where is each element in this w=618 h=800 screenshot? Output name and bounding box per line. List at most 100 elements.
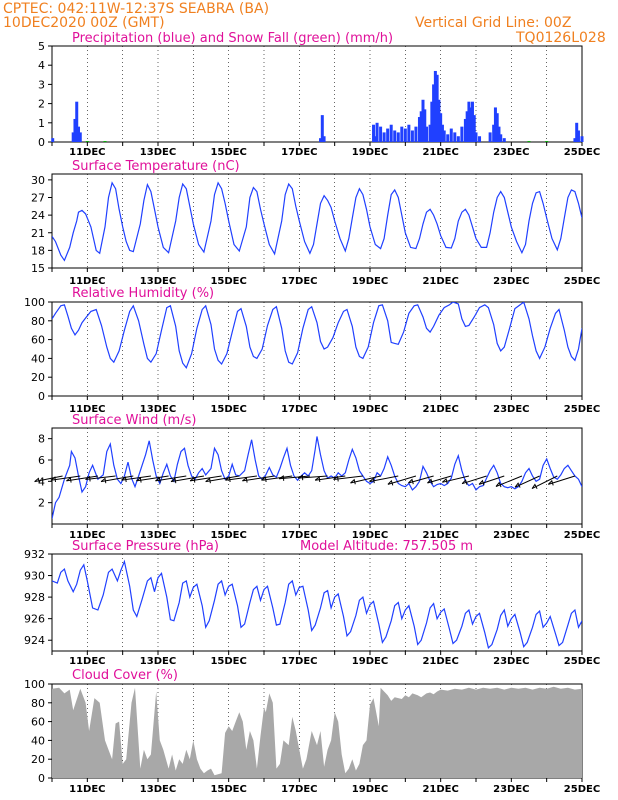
y-tick-label-cloud: 0: [38, 772, 45, 785]
bar-precipitation: [407, 124, 411, 142]
bar-precipitation: [442, 130, 446, 142]
wind-arrow-shaft: [170, 475, 205, 483]
bar-precipitation: [71, 132, 75, 142]
bar-precipitation: [400, 126, 404, 142]
y-tick-label-cloud: 20: [31, 753, 45, 766]
bar-precipitation: [439, 113, 443, 142]
x-tick-label-temp: 17DEC: [281, 276, 317, 287]
wind-arrow-head: [50, 476, 56, 483]
wind-arrow-head: [297, 474, 304, 481]
bar-precipitation: [495, 113, 499, 142]
bar-precipitation: [75, 101, 79, 142]
bar-precipitation: [433, 70, 437, 142]
wind-arrow-head: [333, 475, 339, 482]
x-tick-label-temp: 15DEC: [210, 276, 246, 287]
wind-arrow-head: [170, 477, 177, 484]
y-tick-label-temp: 15: [31, 262, 45, 275]
x-tick-label-rh: 13DEC: [140, 404, 176, 415]
y-tick-label-temp: 27: [31, 192, 45, 205]
bar-precipitation: [499, 134, 503, 142]
bar-precipitation: [382, 132, 386, 142]
x-tick-label-temp: 25DEC: [564, 276, 600, 287]
bar-precipitation: [469, 107, 473, 142]
x-tick-label-precip: 25DEC: [564, 147, 600, 158]
x-tick-label-temp: 23DEC: [493, 276, 529, 287]
bar-precipitation: [460, 126, 464, 142]
x-tick-label-cloud: 17DEC: [281, 784, 317, 795]
wind-arrow-head: [531, 483, 538, 490]
wind-arrow-shaft: [50, 475, 81, 481]
y-tick-label-precip: 4: [38, 59, 45, 72]
y-tick-label-pressure: 924: [24, 634, 45, 647]
y-tick-label-temp: 30: [31, 174, 45, 187]
bar-precipitation: [386, 128, 390, 142]
x-tick-label-wind: 23DEC: [493, 530, 529, 541]
wind-arrow-head: [100, 477, 107, 484]
x-tick-label-precip: 17DEC: [281, 147, 317, 158]
header-model-id: TQ0126L028: [516, 30, 606, 46]
bar-precipitation: [320, 115, 324, 142]
x-tick-label-precip: 23DEC: [493, 147, 529, 158]
bar-precipitation: [456, 136, 460, 142]
bar-precipitation: [463, 118, 467, 142]
wind-arrow-shaft: [66, 475, 99, 482]
bar-precipitation: [432, 84, 436, 142]
panel-frame-wind: [51, 427, 583, 525]
y-tick-label-pressure: 928: [24, 591, 45, 604]
x-tick-label-wind: 17DEC: [281, 530, 317, 541]
bar-precipitation: [497, 126, 501, 142]
y-tick-label-wind: 4: [38, 475, 45, 488]
y-tick-label-rh: 60: [31, 334, 45, 347]
line-wind_speed: [52, 436, 582, 519]
bar-precipitation: [77, 126, 80, 142]
bar-precipitation: [449, 128, 453, 142]
x-tick-label-rh: 15DEC: [210, 404, 246, 415]
bar-precipitation: [467, 101, 471, 142]
chart-title-wind: Surface Wind (m/s): [72, 413, 196, 428]
bar-precipitation: [488, 132, 492, 142]
bar-precipitation: [478, 136, 482, 142]
x-tick-label-wind: 13DEC: [140, 530, 176, 541]
x-tick-label-cloud: 25DEC: [564, 784, 600, 795]
wind-arrow-shaft: [315, 475, 346, 481]
x-tick-label-pressure: 25DEC: [564, 656, 600, 667]
x-tick-label-temp: 11DEC: [69, 276, 105, 287]
bar-precipitation: [423, 109, 427, 142]
wind-arrow-shaft: [100, 475, 134, 483]
wind-arrow-shaft: [85, 475, 116, 480]
bar-precipitation: [410, 130, 414, 142]
x-tick-label-pressure: 17DEC: [281, 656, 317, 667]
bar-precipitation: [419, 111, 423, 142]
wind-arrow-shaft: [242, 475, 275, 482]
wind-arrow-head: [547, 479, 554, 486]
chart-title-rh: Relative Humidity (%): [72, 286, 214, 301]
wind-arrow-head: [478, 479, 485, 486]
wind-arrow-head: [442, 478, 448, 484]
x-tick-label-cloud: 15DEC: [210, 784, 246, 795]
bar-precipitation: [414, 126, 418, 142]
bar-precipitation: [492, 124, 496, 142]
x-tick-label-rh: 23DEC: [493, 404, 529, 415]
line-pressure: [52, 559, 582, 649]
y-tick-label-cloud: 60: [31, 716, 45, 729]
wind-arrow-shaft: [225, 475, 257, 481]
y-tick-label-pressure: 926: [24, 613, 45, 626]
x-tick-label-precip: 11DEC: [69, 147, 105, 158]
header-datetime: 10DEC2020 00Z (GMT): [3, 15, 165, 31]
line-humidity: [52, 302, 582, 370]
bar-precipitation: [78, 132, 82, 142]
panel-frame-temp: [51, 173, 583, 269]
x-tick-label-rh: 25DEC: [564, 404, 600, 415]
wind-arrow-shaft: [261, 475, 293, 481]
bar-precipitation: [580, 136, 584, 142]
wind-arrow-shaft: [298, 475, 328, 479]
header-station: CPTEC: 042:11W-12:37S SEABRA (BA): [3, 1, 270, 17]
y-tick-label-cloud: 100: [24, 678, 45, 691]
bar-precipitation: [375, 122, 379, 142]
y-tick-label-precip: 3: [38, 78, 45, 91]
chart-title-precip: Precipitation (blue) and Snow Fall (gree…: [72, 31, 393, 46]
x-tick-label-wind: 11DEC: [69, 530, 105, 541]
x-tick-label-pressure: 11DEC: [69, 656, 105, 667]
wind-arrow-shaft: [136, 475, 169, 482]
